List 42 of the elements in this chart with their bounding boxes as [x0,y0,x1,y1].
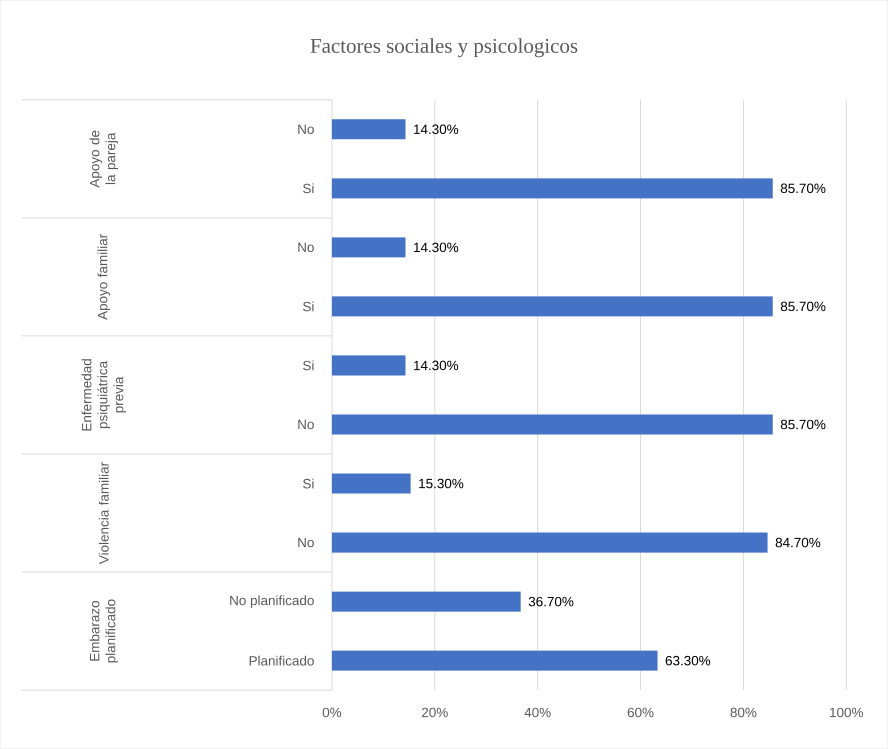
data-label: 85.70% [780,184,826,194]
bar [332,414,773,435]
y-tick-label: Si [303,302,314,312]
y-tick-label: No [298,124,314,134]
data-label: 85.70% [780,302,826,312]
y-tick-label: No [298,420,314,430]
x-tick-label: 100% [830,708,864,718]
y-tick-label: Si [303,478,314,488]
y-tick-label: Si [303,360,314,370]
text: Apoyo de la pareja [90,130,118,188]
bar [332,178,773,198]
y-tick-label: No planificado [230,595,314,608]
data-label: 14.30% [414,124,458,134]
x-tick-label: 40% [524,708,551,718]
x-tick-label: 0% [322,708,342,718]
text: Embarazo planificado [90,600,118,662]
data-label: 15.30% [419,478,464,488]
text: Violencia familiar [98,462,109,564]
text: Apoyo familiar [97,234,110,320]
y-tick-label: Si [303,183,314,194]
data-label: 14.30% [414,242,458,252]
data-label: 14.30% [414,360,458,370]
x-tick-label: 60% [628,708,654,718]
data-label: 63.30% [666,656,710,666]
bar [332,474,411,494]
bar [332,532,768,553]
text: Enfermedad psiquiátrica previa [82,359,126,431]
bar [332,296,773,316]
bar [332,237,406,258]
data-label: 84.70% [776,538,820,548]
chart-title: Factores sociales y psicologicos [310,38,578,58]
bar [332,650,658,671]
x-tick-label: 20% [422,708,448,718]
bar [332,355,406,376]
bar [332,592,521,612]
x-tick-label: 80% [730,708,756,718]
data-label: 85.70% [780,420,826,430]
y-tick-label: Planificado [250,656,314,666]
y-tick-label: No [298,538,314,548]
y-tick-label: No [298,242,314,252]
data-label: 36.70% [528,596,574,606]
bar [332,119,406,140]
